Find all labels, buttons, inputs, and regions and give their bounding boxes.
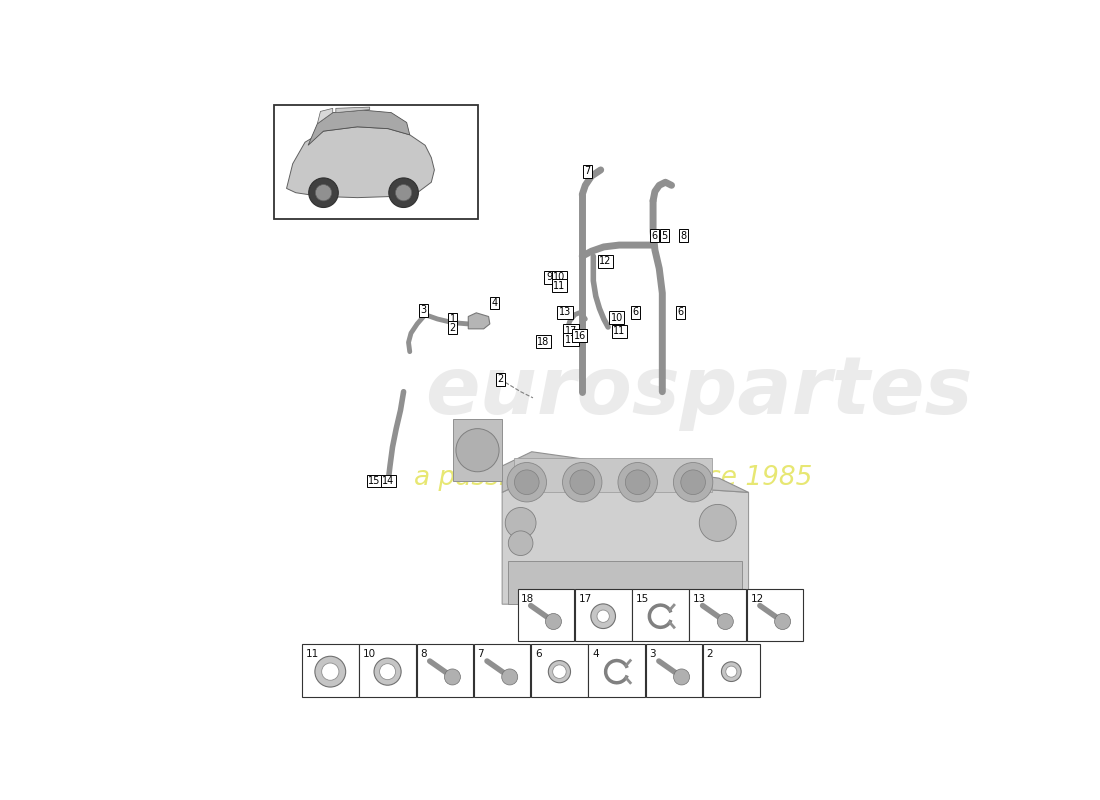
Text: 7: 7 (584, 166, 591, 176)
Text: 3: 3 (420, 306, 427, 315)
Polygon shape (502, 452, 748, 492)
Text: 13: 13 (559, 307, 571, 318)
Circle shape (388, 178, 418, 207)
Bar (632, 589, 689, 641)
Bar (703, 644, 760, 697)
Bar (588, 644, 645, 697)
Text: 14: 14 (382, 476, 394, 486)
Text: 9: 9 (546, 272, 552, 282)
Circle shape (455, 429, 499, 472)
Circle shape (508, 531, 534, 555)
Bar (301, 644, 359, 697)
Circle shape (625, 470, 650, 494)
Text: 3: 3 (649, 649, 656, 659)
Text: 2: 2 (706, 649, 713, 659)
Text: 1: 1 (450, 314, 455, 324)
Circle shape (717, 614, 734, 630)
Text: 6: 6 (651, 231, 658, 241)
Text: 6: 6 (632, 307, 638, 318)
Polygon shape (469, 313, 490, 329)
Circle shape (444, 669, 461, 685)
Text: 6: 6 (535, 649, 541, 659)
Text: 12: 12 (750, 594, 763, 604)
Text: 5: 5 (661, 231, 668, 241)
Bar (646, 644, 703, 697)
Text: 11: 11 (553, 281, 565, 290)
Bar (690, 589, 746, 641)
Bar (474, 644, 530, 697)
Circle shape (379, 664, 396, 680)
Bar (360, 644, 416, 697)
Text: 11: 11 (306, 649, 319, 659)
Polygon shape (508, 561, 742, 604)
Circle shape (315, 656, 345, 687)
Text: 11: 11 (613, 326, 625, 336)
Circle shape (515, 470, 539, 494)
Circle shape (681, 470, 705, 494)
Polygon shape (453, 419, 502, 481)
Circle shape (726, 666, 737, 677)
Circle shape (546, 614, 561, 630)
Text: 17: 17 (565, 326, 578, 336)
Circle shape (507, 462, 547, 502)
Text: 7: 7 (477, 649, 484, 659)
Text: 10: 10 (363, 649, 376, 659)
Text: a passion for parts since 1985: a passion for parts since 1985 (414, 465, 812, 491)
Text: 4: 4 (592, 649, 598, 659)
Circle shape (562, 462, 602, 502)
Polygon shape (336, 107, 370, 113)
Text: 2: 2 (497, 374, 504, 384)
Circle shape (722, 662, 741, 682)
Circle shape (618, 462, 658, 502)
Text: 6: 6 (678, 307, 684, 318)
Text: 18: 18 (521, 594, 535, 604)
Bar (575, 589, 631, 641)
Circle shape (591, 604, 616, 629)
Text: 18: 18 (537, 337, 550, 346)
Polygon shape (317, 108, 332, 124)
Text: 15: 15 (368, 476, 381, 486)
Text: 2: 2 (450, 322, 456, 333)
Text: 8: 8 (420, 649, 427, 659)
Circle shape (548, 661, 571, 682)
Bar (517, 589, 574, 641)
Polygon shape (502, 478, 748, 604)
Circle shape (502, 669, 518, 685)
Circle shape (374, 658, 401, 686)
Bar (531, 644, 587, 697)
Circle shape (774, 614, 791, 630)
Circle shape (321, 663, 339, 680)
Bar (274, 106, 477, 219)
Circle shape (700, 505, 736, 542)
Text: 13: 13 (693, 594, 706, 604)
Circle shape (597, 610, 609, 622)
Text: 10: 10 (553, 272, 565, 282)
Text: 17: 17 (565, 335, 578, 345)
Circle shape (316, 185, 331, 201)
Text: 8: 8 (681, 231, 686, 241)
Polygon shape (515, 458, 712, 492)
Polygon shape (286, 126, 434, 198)
Bar (417, 644, 473, 697)
Circle shape (505, 507, 536, 538)
Text: eurospartes: eurospartes (426, 353, 974, 430)
Text: 10: 10 (610, 313, 623, 322)
Circle shape (673, 669, 690, 685)
Text: 4: 4 (491, 298, 497, 308)
Text: 17: 17 (579, 594, 592, 604)
Text: 15: 15 (636, 594, 649, 604)
Polygon shape (308, 110, 409, 146)
Polygon shape (562, 325, 579, 335)
Circle shape (570, 470, 595, 494)
Bar (747, 589, 803, 641)
Text: 12: 12 (600, 256, 612, 266)
Circle shape (552, 665, 567, 678)
Circle shape (396, 185, 411, 201)
Circle shape (673, 462, 713, 502)
Text: 16: 16 (573, 330, 586, 341)
Circle shape (309, 178, 339, 207)
